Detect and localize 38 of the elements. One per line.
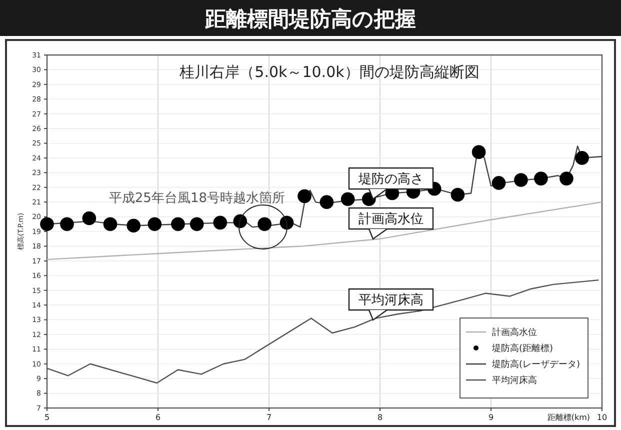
point bbox=[320, 195, 334, 209]
point bbox=[472, 145, 486, 159]
x-axis-title: 距離標(km) bbox=[547, 413, 590, 422]
point bbox=[82, 211, 96, 226]
legend-label: 堤防高(レーザデータ) bbox=[491, 359, 580, 370]
point bbox=[514, 173, 528, 187]
text: 桂川右岸（5.0k～10.0k）間の堤防高縦断図 bbox=[178, 63, 480, 81]
x-tick-label: 10 bbox=[596, 413, 608, 422]
point bbox=[126, 218, 140, 233]
point bbox=[492, 176, 506, 190]
annotation: 計画高水位 bbox=[358, 211, 424, 228]
x-tick-label: 6 bbox=[155, 413, 161, 422]
point bbox=[40, 217, 54, 232]
chart-title: 距離標間堤防高の把握 bbox=[204, 7, 416, 31]
annotation: 平均河床高 bbox=[358, 292, 424, 308]
x-tick-label: 9 bbox=[488, 413, 494, 422]
point bbox=[560, 172, 574, 186]
point bbox=[190, 217, 204, 232]
point bbox=[148, 217, 162, 232]
legend-label: 平均河床高 bbox=[492, 375, 537, 386]
point bbox=[280, 216, 294, 230]
point bbox=[233, 214, 248, 228]
x-tick-label: 5 bbox=[44, 413, 50, 422]
x-tick-label: 8 bbox=[377, 413, 383, 422]
point bbox=[60, 217, 74, 232]
annotation: 平成25年台風18号時越水箇所 bbox=[108, 191, 285, 206]
point bbox=[298, 189, 312, 204]
x-tick-label: 7 bbox=[266, 413, 272, 422]
point bbox=[171, 217, 185, 232]
legend-label: 堤防高(距離標) bbox=[491, 343, 554, 354]
point bbox=[103, 217, 118, 232]
point bbox=[340, 192, 355, 206]
legend-label: 計画高水位 bbox=[492, 327, 537, 338]
point bbox=[534, 172, 548, 186]
annotation: 堤防の高さ bbox=[358, 171, 424, 188]
point bbox=[213, 216, 228, 230]
point bbox=[450, 188, 465, 202]
point bbox=[575, 151, 589, 165]
